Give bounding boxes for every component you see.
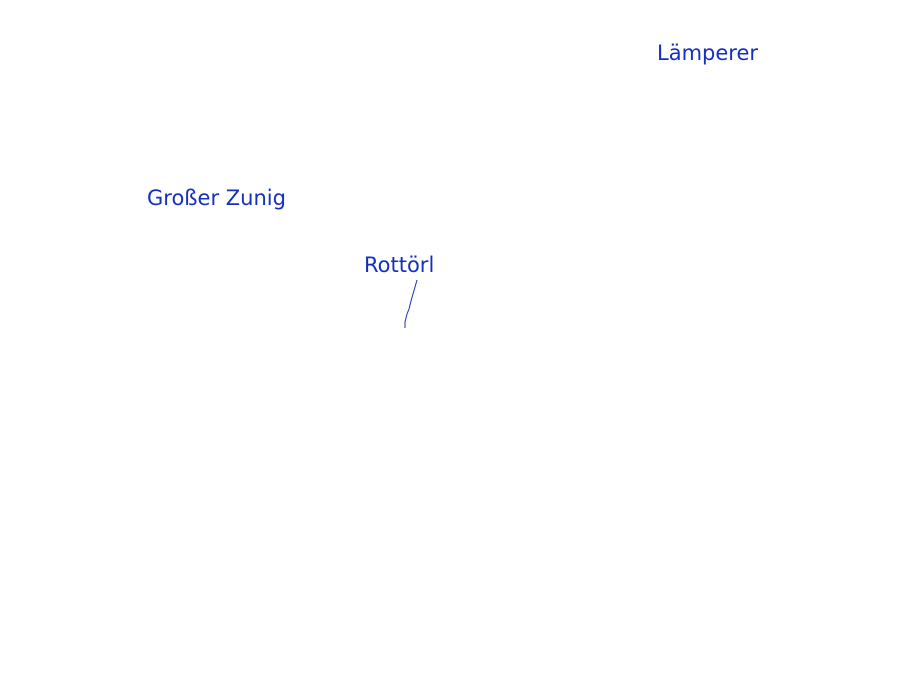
place-label-lamperer: Lämperer — [657, 41, 759, 65]
trail-line — [404, 279, 418, 328]
place-label-rottorl: Rottörl — [364, 253, 435, 277]
place-label-grosser-zunig: Großer Zunig — [147, 186, 286, 210]
